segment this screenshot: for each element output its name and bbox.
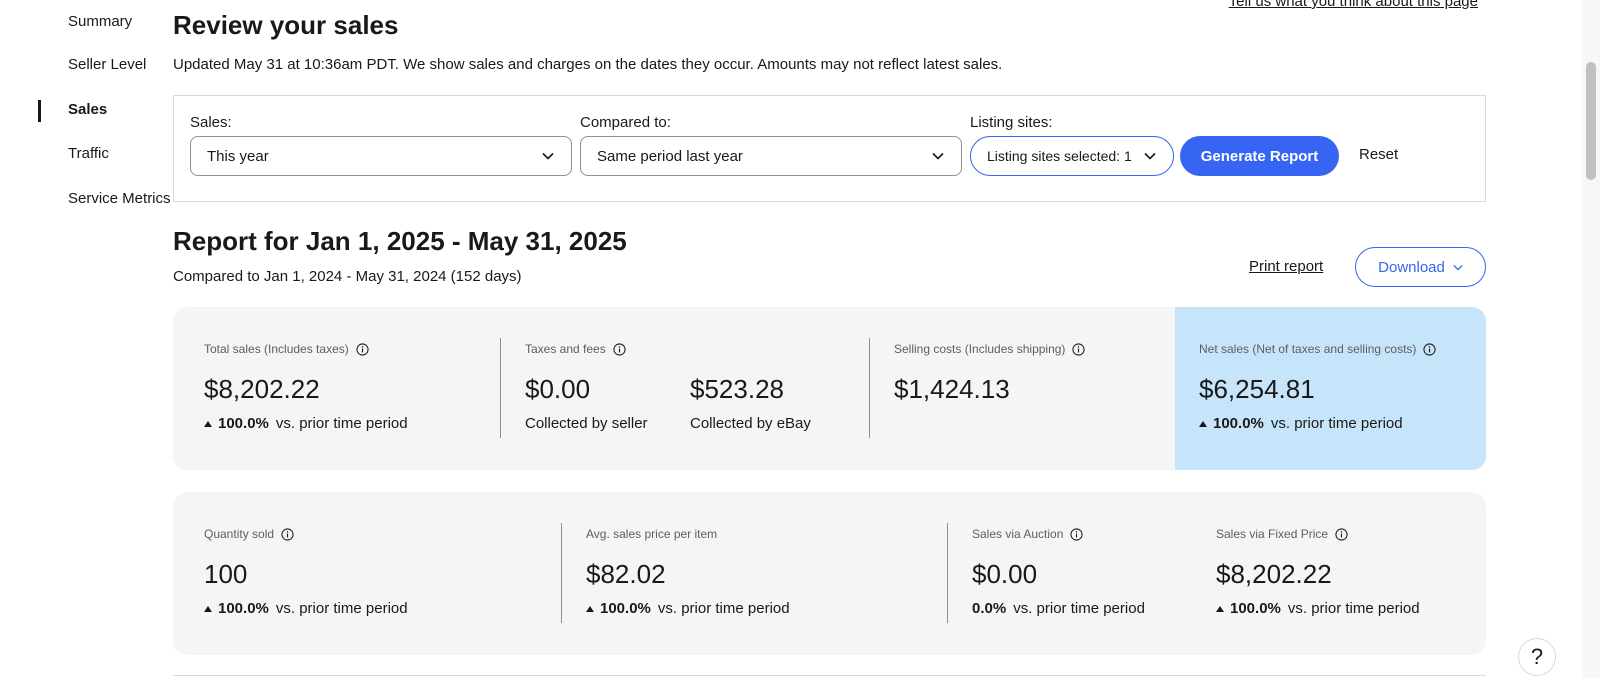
sidebar-item-sales[interactable]: Sales — [68, 101, 108, 118]
comparison-suffix: vs. prior time period — [1013, 600, 1145, 617]
listing-sites-label: Listing sites: — [970, 114, 1053, 131]
taxes-ebay-caption: Collected by eBay — [690, 415, 811, 432]
divider — [947, 523, 948, 623]
info-icon[interactable] — [1072, 342, 1086, 356]
report-title: Report for Jan 1, 2025 - May 31, 2025 — [173, 226, 627, 256]
chevron-down-icon — [541, 149, 555, 163]
net-sales-metric: Net sales (Net of taxes and selling cost… — [1199, 341, 1437, 432]
scrollbar-thumb[interactable] — [1586, 62, 1596, 180]
divider — [500, 338, 501, 438]
comparison-suffix: vs. prior time period — [275, 600, 408, 617]
fixed-price-sales-value: $8,202.22 — [1216, 559, 1332, 589]
sidebar-item-summary[interactable]: Summary — [68, 13, 133, 30]
sidebar-item-service-metrics[interactable]: Service Metrics — [68, 190, 171, 207]
sales-period-select[interactable]: This year — [190, 136, 572, 176]
total-sales-label: Total sales (Includes taxes) — [204, 342, 349, 356]
taxes-seller-caption: Collected by seller — [525, 415, 648, 432]
up-arrow-icon — [204, 605, 212, 612]
sales-summary-card: Total sales (Includes taxes) $8,202.22 1… — [173, 307, 1486, 470]
generate-report-button[interactable]: Generate Report — [1180, 136, 1339, 176]
total-sales-change: 100.0% — [218, 415, 269, 432]
quantity-sold-metric: Quantity sold 100 100.0% vs. prior time … — [204, 526, 408, 617]
page-title: Review your sales — [173, 10, 399, 40]
listing-sites-value: Listing sites selected: 1 — [987, 148, 1132, 164]
avg-price-label: Avg. sales price per item — [586, 527, 718, 541]
chevron-down-icon — [1143, 149, 1157, 163]
selling-costs-label: Selling costs (Includes shipping) — [894, 342, 1066, 356]
active-indicator — [38, 100, 41, 122]
info-icon[interactable] — [356, 342, 369, 356]
divider — [561, 523, 562, 623]
quantity-summary-card: Quantity sold 100 100.0% vs. prior time … — [173, 492, 1486, 655]
comparison-suffix: vs. prior time period — [275, 415, 408, 432]
taxes-ebay-value: $523.28 — [690, 374, 784, 404]
compared-period-select[interactable]: Same period last year — [580, 136, 962, 176]
sidebar-nav: Summary Seller Level Sales Traffic Servi… — [0, 0, 172, 678]
comparison-suffix: vs. prior time period — [1287, 600, 1420, 617]
listing-sites-select[interactable]: Listing sites selected: 1 — [970, 136, 1174, 176]
net-sales-change: 100.0% — [1213, 415, 1264, 432]
next-section-edge — [173, 675, 1486, 678]
taxes-ebay-metric: $523.28 Collected by eBay — [690, 357, 811, 432]
download-label: Download — [1378, 258, 1445, 276]
info-icon[interactable] — [1423, 342, 1437, 356]
selling-costs-metric: Selling costs (Includes shipping) $1,424… — [894, 341, 1086, 405]
feedback-link[interactable]: Tell us what you think about this page — [1228, 0, 1478, 10]
sidebar-item-traffic[interactable]: Traffic — [68, 145, 109, 162]
auction-sales-change: 0.0% — [972, 600, 1007, 617]
download-button[interactable]: Download — [1355, 247, 1486, 287]
report-filters: Sales: This year Compared to: Same perio… — [173, 95, 1486, 202]
help-button[interactable]: ? — [1518, 638, 1556, 676]
info-icon[interactable] — [281, 527, 294, 541]
comparison-suffix: vs. prior time period — [1270, 415, 1403, 432]
total-sales-value: $8,202.22 — [204, 374, 320, 404]
taxes-fees-metric: Taxes and fees $0.00 Collected by seller — [525, 341, 648, 432]
info-icon[interactable] — [1070, 527, 1083, 541]
quantity-sold-label: Quantity sold — [204, 527, 275, 541]
sales-period-value: This year — [207, 147, 269, 165]
auction-sales-label: Sales via Auction — [972, 527, 1064, 541]
fixed-price-sales-change: 100.0% — [1230, 600, 1281, 617]
scrollbar-track[interactable] — [1582, 0, 1600, 678]
print-report-link[interactable]: Print report — [1249, 258, 1324, 275]
quantity-sold-value: 100 — [204, 559, 248, 589]
net-sales-label: Net sales (Net of taxes and selling cost… — [1199, 342, 1417, 356]
compared-period-value: Same period last year — [597, 147, 743, 165]
compared-label: Compared to: — [580, 114, 671, 131]
selling-costs-value: $1,424.13 — [894, 374, 1010, 404]
sales-label: Sales: — [190, 114, 232, 131]
quantity-sold-change: 100.0% — [218, 600, 269, 617]
net-sales-highlight — [1175, 307, 1486, 470]
chevron-down-icon — [1453, 264, 1463, 271]
auction-sales-value: $0.00 — [972, 559, 1038, 589]
up-arrow-icon — [586, 605, 594, 612]
auction-sales-metric: Sales via Auction $0.00 0.0% vs. prior t… — [972, 526, 1145, 617]
comparison-suffix: vs. prior time period — [657, 600, 790, 617]
reset-button[interactable]: Reset — [1359, 146, 1399, 163]
up-arrow-icon — [1199, 420, 1207, 427]
avg-price-change: 100.0% — [600, 600, 651, 617]
info-icon[interactable] — [1335, 527, 1348, 541]
fixed-price-sales-label: Sales via Fixed Price — [1216, 527, 1329, 541]
fixed-price-sales-metric: Sales via Fixed Price $8,202.22 100.0% v… — [1216, 526, 1420, 617]
up-arrow-icon — [204, 420, 212, 427]
taxes-seller-value: $0.00 — [525, 374, 591, 404]
avg-price-value: $82.02 — [586, 559, 666, 589]
sidebar-item-seller-level[interactable]: Seller Level — [68, 56, 147, 73]
avg-price-metric: Avg. sales price per item $82.02 100.0% … — [586, 526, 790, 617]
chevron-down-icon — [931, 149, 945, 163]
divider — [869, 338, 870, 438]
taxes-fees-label: Taxes and fees — [525, 342, 606, 356]
updated-notice: Updated May 31 at 10:36am PDT. We show s… — [173, 56, 1003, 73]
total-sales-metric: Total sales (Includes taxes) $8,202.22 1… — [204, 341, 408, 432]
net-sales-value: $6,254.81 — [1199, 374, 1315, 404]
up-arrow-icon — [1216, 605, 1224, 612]
info-icon[interactable] — [613, 342, 626, 356]
comparison-range: Compared to Jan 1, 2024 - May 31, 2024 (… — [173, 268, 522, 285]
